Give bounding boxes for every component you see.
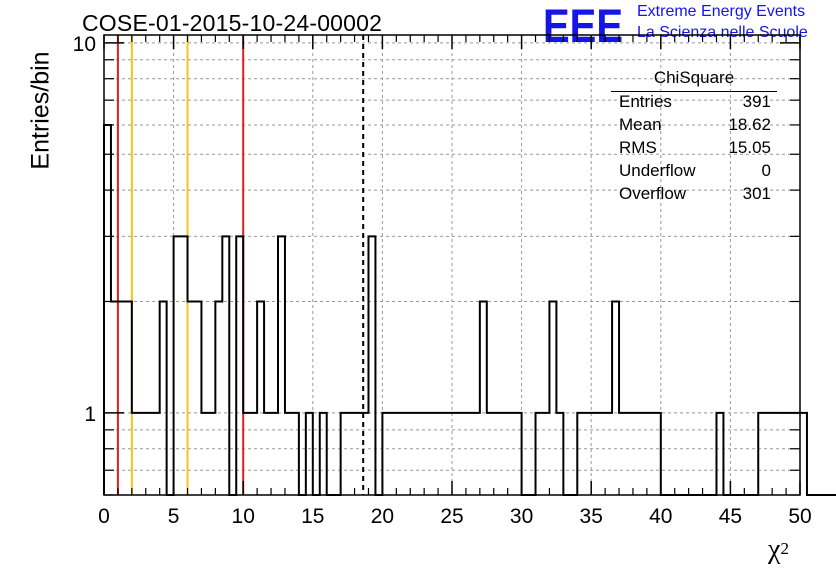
chart-title: COSE-01-2015-10-24-00002 — [82, 10, 383, 36]
x-tick-label: 45 — [719, 505, 742, 528]
stat-row-underflow: Underflow 0 — [619, 161, 771, 183]
stats-divider — [611, 91, 777, 92]
x-tick-label: 5 — [168, 505, 180, 528]
x-tick-label: 10 — [232, 505, 255, 528]
axis-ticks: 0 5 10 15 20 25 30 35 40 45 50 1 10 — [73, 33, 812, 528]
x-tick-label: 25 — [440, 505, 463, 528]
x-tick-label: 50 — [788, 505, 811, 528]
stat-key: RMS — [619, 138, 657, 157]
stat-value: 0 — [761, 161, 771, 180]
histogram-series — [103, 123, 836, 496]
x-axis-label: χ2 — [768, 534, 789, 565]
svg-text:EEE: EEE — [543, 2, 623, 46]
stat-key: Underflow — [619, 161, 696, 180]
stat-value: 18.62 — [728, 115, 771, 134]
brand-line-2: La Scienza nelle Scuole — [637, 24, 808, 41]
x-tick-label: 40 — [649, 505, 672, 528]
stat-value: 15.05 — [728, 138, 771, 157]
stat-key: Entries — [619, 92, 672, 111]
stat-value: 391 — [742, 92, 771, 111]
stats-title: ChiSquare — [653, 68, 735, 87]
stat-row-overflow: Overflow 301 — [619, 184, 771, 206]
x-tick-label: 20 — [371, 505, 394, 528]
stat-row-entries: Entries 391 — [619, 92, 771, 114]
stat-row-mean: Mean 18.62 — [619, 115, 771, 137]
stat-key: Overflow — [619, 184, 687, 203]
y-tick-label: 1 — [84, 403, 96, 426]
x-tick-label: 35 — [580, 505, 603, 528]
stats-box: ChiSquare Entries 391 Mean 18.62 RMS 15.… — [611, 68, 777, 210]
x-tick-label: 0 — [98, 505, 110, 528]
x-tick-label: 30 — [510, 505, 533, 528]
stat-value: 301 — [742, 184, 771, 203]
brand-line-1: Extreme Energy Events — [637, 3, 806, 20]
stat-key: Mean — [619, 115, 662, 134]
y-tick-label: 10 — [73, 33, 96, 56]
x-tick-label: 15 — [301, 505, 324, 528]
eee-logo: EEE — [543, 2, 623, 46]
stat-row-rms: RMS 15.05 — [619, 138, 771, 160]
